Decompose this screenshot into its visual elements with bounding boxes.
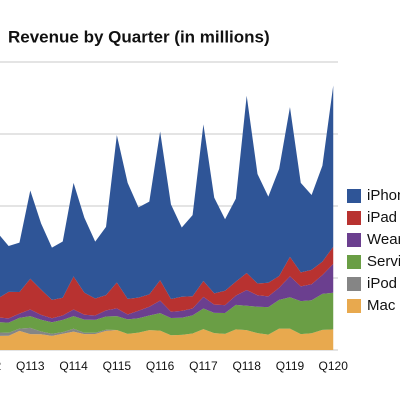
area <box>0 328 334 350</box>
legend-swatch <box>347 233 361 247</box>
area <box>0 246 334 319</box>
chart-title: Revenue by Quarter (in millions) <box>8 27 270 46</box>
areas <box>0 85 334 350</box>
legend-swatch <box>347 299 361 313</box>
area <box>0 85 334 300</box>
legend-label: Mac <box>367 297 396 314</box>
legend-label: Wearables <box>367 231 400 248</box>
x-tick-label: Q119 <box>276 359 305 373</box>
legend-swatch <box>347 189 361 203</box>
x-axis: Q112 Q113 Q114 Q115 Q116 Q117 Q118 Q119 Q120 <box>0 359 348 373</box>
x-tick-label: Q114 <box>59 359 88 373</box>
x-tick-label: Q120 <box>319 359 349 373</box>
legend-swatch <box>347 211 361 225</box>
area <box>0 292 334 336</box>
area <box>0 263 334 323</box>
area <box>0 327 334 336</box>
x-tick-label: Q117 <box>189 359 218 373</box>
legend-label: iPhone <box>367 187 400 204</box>
x-tick-label: Q112 <box>0 359 2 373</box>
x-tick-label: Q113 <box>16 359 45 373</box>
x-tick-label: Q115 <box>103 359 132 373</box>
legend-label: iPod <box>367 275 397 292</box>
legend-swatch <box>347 255 361 269</box>
legend-label: Services <box>367 253 400 270</box>
legend-swatch <box>347 277 361 291</box>
legend: iPhone iPad Wearables Services iPod Mac <box>347 187 400 314</box>
x-tick-label: Q116 <box>146 359 175 373</box>
legend-label: iPad <box>367 209 397 226</box>
x-tick-label: Q118 <box>232 359 261 373</box>
